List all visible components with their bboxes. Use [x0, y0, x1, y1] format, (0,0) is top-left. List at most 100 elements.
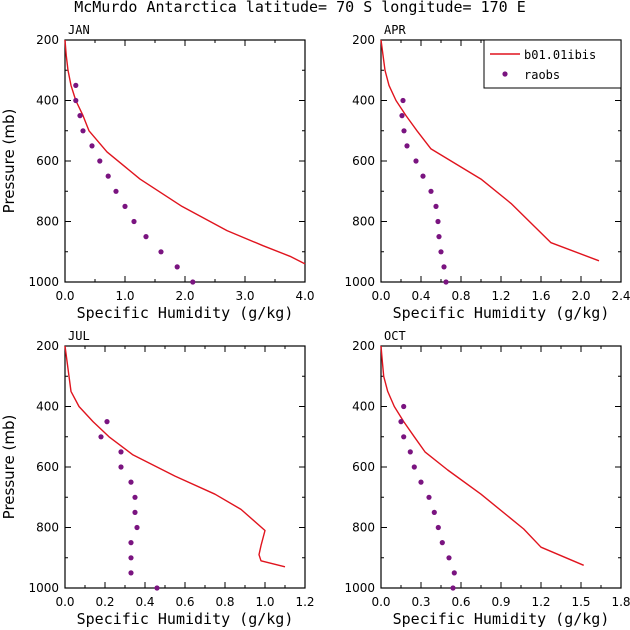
- obs-point-jul-5: [132, 494, 138, 500]
- figure-title: McMurdo Antarctica latitude= 70 S longit…: [74, 0, 526, 16]
- y-tick-label-jul-2: 600: [36, 460, 59, 474]
- obs-point-jul-4: [128, 479, 134, 485]
- y-tick-label-oct-0: 200: [352, 339, 375, 353]
- obs-point-oct-2: [401, 434, 407, 440]
- obs-point-oct-10: [446, 555, 452, 561]
- y-tick-label-oct-4: 1000: [344, 581, 375, 595]
- legend-dot-swatch: [502, 71, 508, 77]
- x-tick-label-jul-3: 0.6: [175, 595, 194, 609]
- obs-point-apr-3: [404, 143, 410, 149]
- y-axis-label-jul: Pressure (mb): [0, 415, 18, 520]
- y-tick-label-apr-1: 400: [352, 94, 375, 108]
- panels: JAN 0.0 1.0 2.0 3.0 4.0 200 400 600 800 1000 Specif…: [0, 23, 630, 628]
- obs-point-apr-0: [400, 97, 406, 104]
- obs-point-jul-0: [104, 419, 110, 425]
- panel-apr: APR 0.0 0.4 0.8 1.2 1.6 2.0 2.4 200 400 600 800 1000…: [344, 23, 630, 322]
- x-tick-label-jul-1: 0.2: [95, 595, 114, 609]
- x-tick-label-oct-6: 1.8: [611, 595, 630, 609]
- y-tick-label-jul-1: 400: [36, 400, 59, 414]
- x-tick-label-jul-0: 0.0: [55, 595, 74, 609]
- obs-point-jan-2: [77, 113, 83, 119]
- y-tick-label-apr-4: 1000: [344, 275, 375, 289]
- obs-point-oct-11: [451, 570, 457, 576]
- obs-point-oct-12: [450, 585, 456, 591]
- obs-point-apr-6: [428, 188, 434, 194]
- y-tick-label-jul-4: 1000: [28, 581, 59, 595]
- obs-point-apr-8: [435, 218, 441, 225]
- y-tick-label-oct-3: 800: [352, 521, 375, 535]
- obs-point-jan-1: [73, 97, 79, 104]
- x-tick-label-apr-4: 1.6: [531, 289, 550, 303]
- x-tick-label-apr-0: 0.0: [371, 289, 390, 303]
- y-tick-label-jan-4: 1000: [28, 275, 59, 289]
- model-line-jul: [64, 345, 286, 568]
- y-tick-label-apr-3: 800: [352, 215, 375, 229]
- obs-point-jan-6: [105, 173, 111, 179]
- x-tick-label-jul-4: 0.8: [215, 595, 234, 609]
- obs-point-jan-8: [122, 203, 128, 209]
- obs-point-oct-0: [401, 403, 407, 410]
- obs-point-jan-5: [97, 158, 103, 164]
- obs-point-apr-4: [413, 158, 419, 164]
- y-tick-label-jul-0: 200: [36, 339, 59, 353]
- obs-point-oct-4: [411, 464, 417, 470]
- y-axis-label-jan: Pressure (mb): [0, 109, 18, 214]
- y-tick-label-oct-2: 600: [352, 460, 375, 474]
- y-tick-label-jul-3: 800: [36, 521, 59, 535]
- x-axis-label-jan: Specific Humidity (g/kg): [77, 304, 294, 322]
- panel-oct: OCT 0.0 0.3 0.6 0.9 1.2 1.5 1.8 200 400 600 800 1000…: [344, 329, 630, 628]
- panel-label-jul: JUL: [68, 329, 90, 343]
- plot-frame-jul: [64, 345, 306, 589]
- obs-point-jul-8: [128, 540, 134, 546]
- x-tick-label-oct-0: 0.0: [371, 595, 390, 609]
- legend-model-label: b01.01ibis: [524, 48, 596, 62]
- obs-point-oct-8: [435, 524, 441, 531]
- obs-point-jul-2: [118, 449, 124, 455]
- obs-point-oct-5: [418, 479, 424, 485]
- obs-point-jan-9: [131, 218, 137, 225]
- y-tick-label-jan-2: 600: [36, 154, 59, 168]
- obs-point-apr-11: [441, 264, 447, 270]
- obs-point-jan-12: [174, 264, 180, 270]
- x-tick-label-oct-5: 1.5: [571, 595, 590, 609]
- obs-point-jul-1: [98, 434, 104, 440]
- obs-point-jul-9: [128, 555, 134, 561]
- y-tick-label-jan-3: 800: [36, 215, 59, 229]
- panel-label-jan: JAN: [68, 23, 90, 37]
- obs-point-jul-11: [154, 585, 160, 591]
- obs-point-jan-4: [89, 143, 95, 149]
- x-axis-label-jul: Specific Humidity (g/kg): [77, 610, 294, 628]
- x-tick-label-jul-2: 0.4: [135, 595, 154, 609]
- obs-point-jan-11: [158, 249, 164, 255]
- x-tick-label-apr-3: 1.2: [491, 289, 510, 303]
- obs-point-jul-6: [132, 509, 138, 515]
- y-tick-label-oct-1: 400: [352, 400, 375, 414]
- x-tick-label-jul-6: 1.2: [295, 595, 314, 609]
- x-tick-label-apr-6: 2.4: [611, 289, 630, 303]
- x-axis-label-oct: Specific Humidity (g/kg): [393, 610, 610, 628]
- model-line-jan: [64, 39, 306, 265]
- obs-point-jul-10: [128, 570, 134, 576]
- x-tick-label-jan-0: 0.0: [55, 289, 74, 303]
- y-tick-label-apr-2: 600: [352, 154, 375, 168]
- obs-point-apr-12: [443, 279, 449, 285]
- plot-frame-oct: [380, 345, 622, 589]
- x-axis-label-apr: Specific Humidity (g/kg): [393, 304, 610, 322]
- obs-point-jul-3: [118, 464, 124, 470]
- obs-point-jan-10: [143, 234, 149, 240]
- obs-point-jan-3: [80, 128, 86, 134]
- x-tick-label-jan-1: 1.0: [115, 289, 134, 303]
- x-tick-label-oct-4: 1.2: [531, 595, 550, 609]
- legend-box: [483, 39, 622, 89]
- x-tick-label-oct-1: 0.3: [411, 595, 430, 609]
- panel-label-apr: APR: [384, 23, 406, 37]
- legend: b01.01ibis raobs: [483, 39, 622, 89]
- x-tick-label-apr-5: 2.0: [571, 289, 590, 303]
- obs-point-oct-7: [431, 509, 437, 515]
- y-tick-label-jan-1: 400: [36, 94, 59, 108]
- y-tick-label-apr-0: 200: [352, 33, 375, 47]
- model-line-apr: [380, 39, 600, 262]
- x-tick-label-oct-2: 0.6: [451, 595, 470, 609]
- obs-point-oct-9: [439, 540, 445, 546]
